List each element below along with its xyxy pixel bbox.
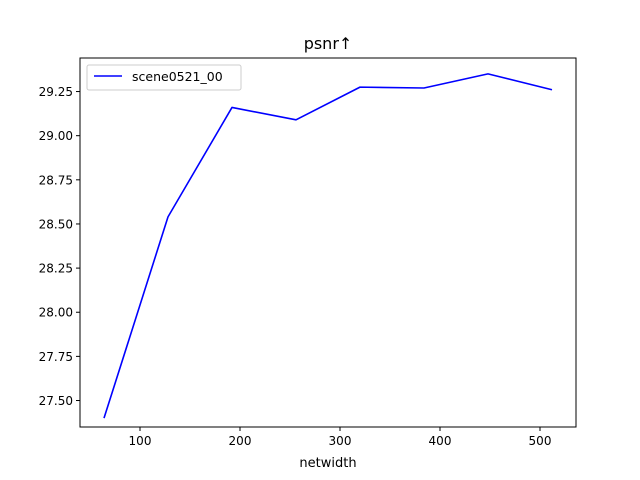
- y-tick-label: 28.50: [39, 217, 73, 231]
- y-tick-label: 29.00: [39, 129, 73, 143]
- y-tick-label: 27.75: [39, 350, 73, 364]
- x-tick-label: 100: [129, 434, 152, 448]
- x-tick-label: 200: [229, 434, 252, 448]
- y-tick-label: 28.75: [39, 173, 73, 187]
- y-tick-label: 29.25: [39, 85, 73, 99]
- plot-series: [103, 73, 553, 419]
- plot-frame: [79, 57, 577, 428]
- series-line-scene0521_00: [103, 73, 553, 419]
- y-tick-label: 28.25: [39, 262, 73, 276]
- x-axis-ticks: 100 200 300 400 500: [129, 427, 552, 448]
- x-tick-label: 500: [529, 434, 552, 448]
- x-axis-label: netwidth: [299, 456, 356, 471]
- y-axis-ticks: 27.50 27.75 28.00 28.25 28.50 28.75 29.00 29.25: [39, 85, 80, 408]
- chart-title: psnr↑: [304, 34, 353, 53]
- y-tick-label: 27.50: [39, 394, 73, 408]
- x-tick-label: 300: [329, 434, 352, 448]
- legend-box: [86, 64, 242, 91]
- x-tick-label: 400: [429, 434, 452, 448]
- legend-entry-label: scene0521_00: [132, 69, 223, 84]
- legend: scene0521_00: [86, 64, 242, 91]
- y-tick-label: 28.00: [39, 306, 73, 320]
